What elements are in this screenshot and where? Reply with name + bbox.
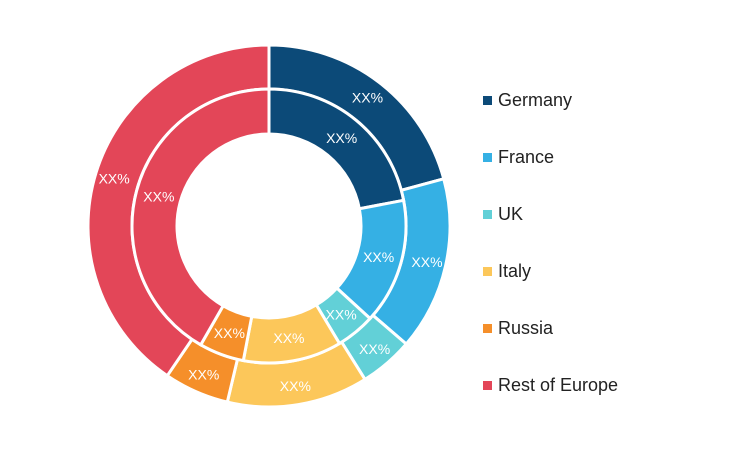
legend-label-italy: Italy (498, 261, 532, 281)
legend-item-france: France (483, 129, 743, 186)
outer-label-france: XX% (411, 254, 442, 270)
legend-swatch-rest-of-europe (483, 381, 492, 390)
legend-item-italy: Italy (483, 243, 743, 300)
legend: Germany France UK Italy Russia Rest of E… (483, 72, 743, 414)
inner-slice-rest-of-europe (130, 87, 271, 347)
legend-label-rest-of-europe: Rest of Europe (498, 375, 619, 395)
legend-swatch-uk (483, 210, 492, 219)
outer-label-italy: XX% (280, 378, 311, 394)
inner-label-italy: XX% (273, 330, 304, 346)
outer-label-uk: XX% (359, 341, 390, 357)
inner-label-uk: XX% (326, 306, 357, 322)
inner-label-germany: XX% (326, 130, 357, 146)
outer-label-rest-of-europe: XX% (99, 170, 130, 186)
legend-label-france: France (498, 147, 555, 167)
legend-swatch-germany (483, 96, 492, 105)
legend-label-uk: UK (498, 204, 524, 224)
legend-label-germany: Germany (498, 90, 573, 110)
outer-label-germany: XX% (352, 89, 383, 105)
legend-label-russia: Russia (498, 318, 554, 338)
legend-item-uk: UK (483, 186, 743, 243)
legend-swatch-france (483, 153, 492, 162)
legend-item-rest-of-europe: Rest of Europe (483, 357, 743, 414)
legend-swatch-italy (483, 267, 492, 276)
inner-label-rest-of-europe: XX% (143, 189, 174, 205)
legend-item-russia: Russia (483, 300, 743, 357)
legend-item-germany: Germany (483, 72, 743, 129)
outer-label-russia: XX% (188, 366, 219, 382)
legend-swatch-russia (483, 324, 492, 333)
inner-label-russia: XX% (214, 325, 245, 341)
inner-label-france: XX% (363, 249, 394, 265)
